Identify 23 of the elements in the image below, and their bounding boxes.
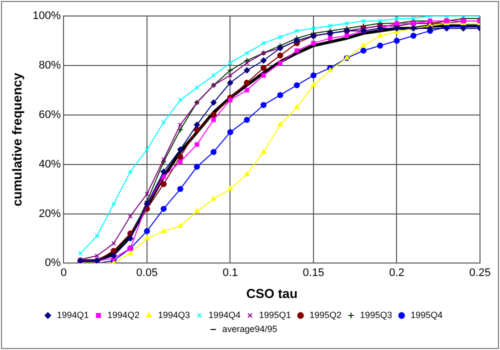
x-tick-label: 0.05 xyxy=(136,266,158,279)
x-tick-label: 0.15 xyxy=(302,266,324,279)
y-tick-label: 60% xyxy=(38,108,61,121)
y-tick-label: 80% xyxy=(38,59,61,72)
legend-label: 1994Q4 xyxy=(208,310,241,320)
x-axis-title: CSO tau xyxy=(246,286,298,301)
y-tick-label: 20% xyxy=(38,208,61,220)
x-tick-label: 0.1 xyxy=(222,266,238,279)
legend-label: 1994Q2 xyxy=(107,310,140,320)
legend-label: 1994Q3 xyxy=(158,310,190,320)
legend-label: 1995Q2 xyxy=(310,310,342,320)
legend-label: 1995Q1 xyxy=(259,310,292,320)
legend-label: 1994Q1 xyxy=(56,310,89,320)
legend-label: average94/95 xyxy=(222,324,278,334)
y-tick-label: 0% xyxy=(44,257,61,270)
x-tick-label: 0 xyxy=(60,266,67,279)
y-tick-label: 40% xyxy=(38,158,61,170)
y-axis-title: cumulative frequency xyxy=(9,72,24,206)
legend-label: 1995Q3 xyxy=(360,310,392,320)
y-tick-label: 100% xyxy=(32,10,61,22)
legend-label: 1995Q4 xyxy=(410,310,443,320)
x-tick-label: 0.2 xyxy=(389,266,404,279)
x-tick-label: 0.25 xyxy=(469,266,491,279)
